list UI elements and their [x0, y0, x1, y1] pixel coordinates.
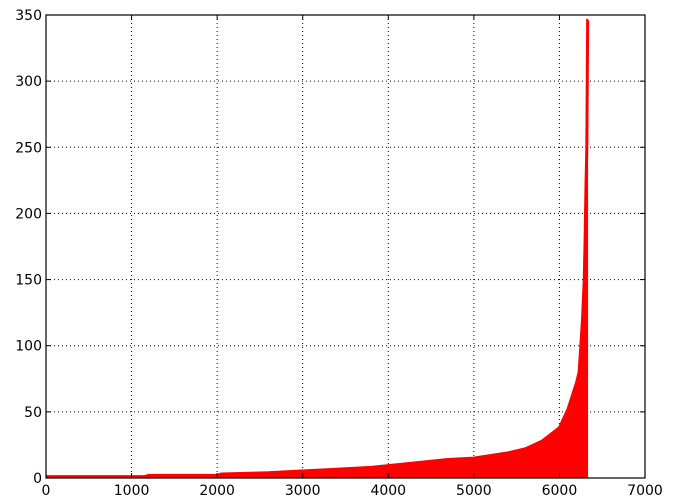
- x-tick-label: 5000: [456, 483, 492, 499]
- y-tick-label: 200: [15, 206, 42, 222]
- tick-labels: 0 1000 2000 3000 4000 5000 6000 7000 0 50 100 150 20…: [15, 8, 663, 499]
- y-tick-label: 0: [33, 471, 42, 487]
- y-tick-label: 300: [15, 74, 42, 90]
- x-tick-label: 6000: [542, 483, 578, 499]
- y-tick-label: 100: [15, 339, 42, 355]
- y-tick-label: 150: [15, 273, 42, 289]
- grid: [46, 15, 645, 478]
- ticks: [45, 14, 646, 479]
- x-tick-label: 3000: [285, 483, 321, 499]
- x-tick-label: 7000: [627, 483, 663, 499]
- x-tick-label: 1000: [114, 483, 150, 499]
- series-line-0: [46, 18, 590, 479]
- plot-frame: [45, 14, 646, 479]
- x-tick-label: 4000: [370, 483, 406, 499]
- series-area-0: [46, 20, 589, 478]
- y-tick-label: 250: [15, 140, 42, 156]
- series-layer: [46, 18, 590, 479]
- y-tick-label: 50: [24, 405, 42, 421]
- y-tick-label: 350: [15, 8, 42, 24]
- x-tick-label: 2000: [199, 483, 235, 499]
- x-tick-label: 0: [42, 483, 51, 499]
